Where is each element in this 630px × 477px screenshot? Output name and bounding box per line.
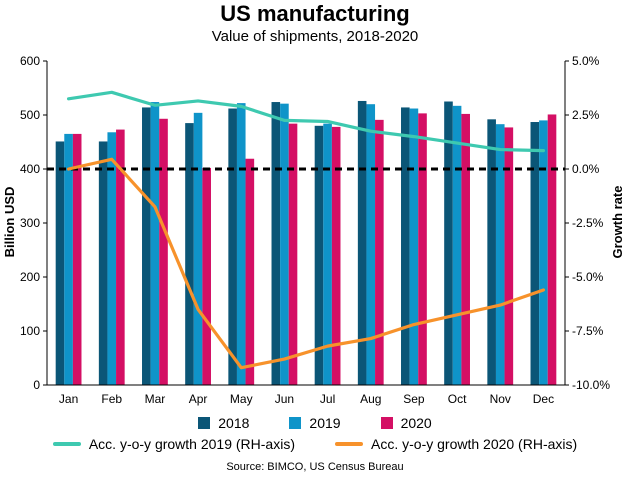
- bar-2020-apr: [202, 167, 211, 385]
- legend-item-2018: 2018: [198, 415, 249, 431]
- x-tick-label: Aug: [360, 392, 381, 406]
- y-tick-label: 200: [20, 270, 40, 284]
- bar-2018-jul: [314, 125, 324, 386]
- y-tick-label: 400: [20, 162, 40, 176]
- bar-2020-jul: [331, 126, 341, 385]
- bar-2019-oct: [452, 105, 462, 385]
- x-tick-label: Jun: [275, 392, 294, 406]
- legend-label-2020: 2020: [400, 415, 432, 431]
- axes-layer: 0 100 200 300 400 500 600 -10.0% -7.5% -5.0% -2.5%…: [20, 54, 610, 406]
- y2-axis-title: Growth rate: [610, 186, 625, 259]
- lines-layer: [47, 90, 565, 370]
- bar-2018-may: [228, 108, 237, 386]
- bar-2019-sep: [409, 108, 419, 386]
- legend-line-growth-2019: [52, 442, 81, 446]
- legend-item-growth-2020: Acc. y-o-y growth 2020 (RH-axis): [335, 436, 577, 452]
- chart-subtitle: Value of shipments, 2018-2020: [211, 28, 419, 45]
- bar-2020-oct: [461, 113, 470, 386]
- legend-line-growth-2020: [335, 442, 363, 446]
- legend-label-2018: 2018: [218, 415, 250, 431]
- x-tick-label: Jan: [59, 392, 78, 406]
- legend-lines: Acc. y-o-y growth 2019 (RH-axis) Acc. y-…: [0, 436, 630, 452]
- y2-tick-label: -7.5%: [572, 324, 604, 338]
- bar-2018-apr: [185, 123, 194, 385]
- bar-2019-aug: [366, 104, 376, 385]
- x-tick-label: Jul: [320, 392, 335, 406]
- legend-item-2020: 2020: [380, 415, 432, 431]
- bar-2018-jan: [55, 141, 65, 385]
- bar-2020-feb: [116, 129, 125, 385]
- legend-label-2019: 2019: [309, 415, 341, 431]
- y-tick-label: 500: [20, 108, 40, 122]
- bar-2020-jan: [72, 133, 82, 385]
- y2-tick-label: -2.5%: [572, 216, 604, 230]
- x-tick-label: Sep: [403, 392, 425, 406]
- bars-layer: [55, 100, 557, 386]
- bar-2019-feb: [107, 132, 117, 385]
- bar-2019-jul: [323, 123, 332, 385]
- bar-2020-nov: [504, 127, 514, 386]
- y2-tick-label: -5.0%: [572, 270, 604, 284]
- bar-2019-jun: [280, 103, 289, 385]
- x-tick-label: Apr: [189, 392, 208, 406]
- legend-bars: 2018 2019 2020: [0, 415, 630, 431]
- chart-title: US manufacturing: [220, 1, 410, 26]
- x-tick-label: Oct: [448, 392, 467, 406]
- bar-2018-jun: [271, 102, 281, 385]
- bar-2018-aug: [357, 100, 367, 386]
- y-tick-label: 600: [20, 54, 40, 68]
- bar-2019-may: [236, 103, 246, 386]
- legend-swatch-2020: [380, 417, 393, 429]
- legend-item-2019: 2019: [289, 415, 341, 431]
- bar-2018-feb: [98, 141, 108, 385]
- y2-tick-label: 5.0%: [572, 54, 600, 68]
- y2-tick-label: 2.5%: [572, 108, 600, 122]
- bar-2019-jan: [64, 133, 73, 385]
- bar-2019-nov: [495, 124, 505, 386]
- y-tick-label: 0: [33, 378, 40, 392]
- bar-2018-nov: [487, 119, 496, 385]
- y2-tick-label: 0.0%: [572, 162, 600, 176]
- bar-2018-sep: [401, 107, 410, 385]
- bar-2018-dec: [530, 122, 540, 386]
- x-tick-label: Feb: [101, 392, 122, 406]
- legend-label-growth-2019: Acc. y-o-y growth 2019 (RH-axis): [88, 436, 295, 452]
- y-axis-title: Billion USD: [2, 187, 17, 258]
- legend-item-growth-2019: Acc. y-o-y growth 2019 (RH-axis): [52, 436, 295, 452]
- bar-2019-mar: [150, 102, 160, 385]
- bar-2019-apr: [193, 112, 203, 385]
- bar-2020-jun: [288, 123, 298, 385]
- legend-swatch-2018: [198, 417, 211, 429]
- bar-2020-mar: [159, 118, 168, 385]
- chart-plot: 0 100 200 300 400 500 600 -10.0% -7.5% -5.0% -2.5%…: [2, 54, 625, 406]
- legend-label-growth-2020: Acc. y-o-y growth 2020 (RH-axis): [371, 436, 578, 452]
- bar-2019-dec: [539, 120, 548, 386]
- source-note: Source: BIMCO, US Census Bureau: [226, 461, 404, 473]
- bar-2018-oct: [444, 101, 453, 385]
- legend-swatch-2019: [289, 417, 302, 429]
- bar-2020-aug: [375, 119, 384, 386]
- x-tick-label: May: [230, 392, 253, 406]
- x-tick-label: Mar: [145, 392, 166, 406]
- y2-tick-label: -10.0%: [572, 378, 610, 392]
- line-growth-2020: [66, 157, 546, 370]
- bar-2020-dec: [547, 114, 557, 386]
- x-tick-label: Nov: [490, 392, 511, 406]
- bar-2018-mar: [142, 107, 151, 385]
- y-tick-label: 100: [20, 324, 40, 338]
- y-tick-label: 300: [20, 216, 40, 230]
- bar-2020-sep: [418, 113, 427, 385]
- bar-2020-may: [245, 158, 255, 385]
- line-growth-2019: [66, 90, 546, 153]
- x-tick-label: Dec: [533, 392, 554, 406]
